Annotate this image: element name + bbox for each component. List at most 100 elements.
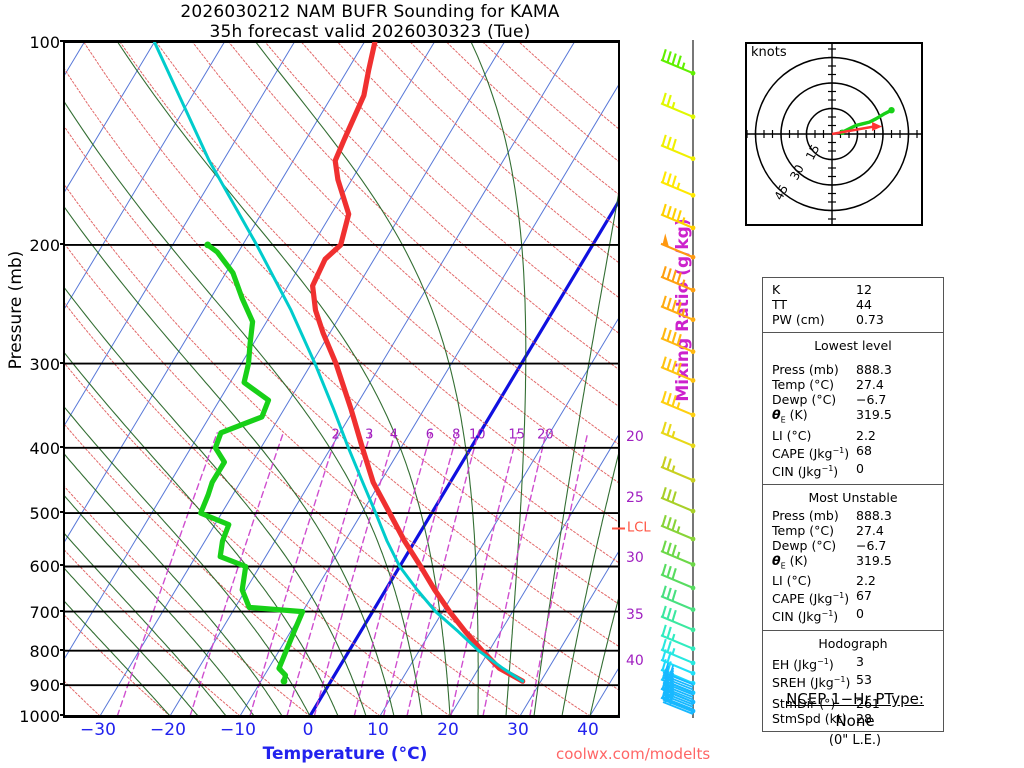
- lcl-label: LCL: [627, 520, 651, 536]
- section-heading: Lowest level: [814, 338, 892, 353]
- stat-row: θE (K) 319.5: [763, 553, 943, 574]
- stat-key: CIN (Jkg−1): [772, 463, 839, 479]
- stat-key: Temp (°C): [772, 522, 835, 538]
- stat-value: 44: [856, 297, 872, 312]
- stat-key: θE (K): [772, 407, 808, 425]
- pressure-tick-label: 400: [29, 438, 60, 458]
- stat-value: 888.3: [856, 362, 892, 377]
- stat-row: CIN (Jkg−1) 0: [763, 461, 943, 479]
- stat-value: 53: [856, 671, 872, 687]
- skewt-svg: [65, 42, 618, 716]
- stat-row: CAPE (Jkg−1) 67: [763, 588, 943, 606]
- wind-barb: [660, 92, 696, 120]
- wind-barb: [660, 390, 696, 418]
- stat-row: PW (cm) 0.73: [763, 312, 943, 327]
- stat-key: LI (°C): [772, 573, 812, 589]
- hodograph-ring: [780, 82, 884, 186]
- stat-row: TT 44: [763, 297, 943, 312]
- wind-barb: [660, 171, 696, 198]
- lcl-marker: LCL: [612, 521, 651, 536]
- stat-row: Temp (°C) 27.4: [763, 523, 943, 538]
- stat-row: Dewp (°C) −6.7: [763, 392, 943, 407]
- stat-key: Dewp (°C): [772, 392, 837, 407]
- temperature-axis: −30 −20 −10 0 10 20 30 40: [63, 720, 620, 746]
- ptype-liquid-equiv: (0" L.E.): [828, 733, 882, 748]
- mixing-ratio-label: 4: [389, 427, 399, 443]
- skewt-plot-area: 2 3 4 6 8 10 15 20: [63, 40, 620, 718]
- mixing-ratio-label: 10: [469, 427, 486, 443]
- pressure-tick-label: 500: [29, 504, 60, 524]
- wind-barb: [660, 295, 696, 323]
- stat-row: CIN (Jkg−1) 0: [763, 606, 943, 624]
- watermark-credit: coolwx.com/modelts: [556, 745, 711, 763]
- pressure-tick-label: 600: [29, 557, 60, 577]
- storm-motion-arrowhead: [872, 122, 883, 132]
- wind-barb: [660, 638, 696, 666]
- mixing-ratio-label: 15: [508, 427, 525, 443]
- wind-barb: [660, 233, 696, 260]
- wind-barb: [660, 456, 696, 483]
- stat-row: EH (Jkg−1) 3: [763, 654, 943, 672]
- stat-value: 3: [856, 653, 864, 669]
- ptype-heading: NCEP 1−Hr PType:: [786, 690, 924, 708]
- hodograph-units-label: knots: [751, 45, 787, 60]
- pressure-tick-label: 1000: [19, 707, 60, 726]
- stat-row: LI (°C) 2.2: [763, 573, 943, 588]
- stat-key: K: [772, 282, 781, 297]
- stat-key: θE (K): [772, 552, 808, 571]
- stat-row: CAPE (Jkg−1) 68: [763, 443, 943, 461]
- stat-key: CIN (Jkg−1): [772, 609, 839, 625]
- stat-key: CAPE (Jkg−1): [772, 591, 850, 607]
- stat-key: TT: [772, 297, 788, 312]
- height-tick-label: 20: [626, 429, 644, 445]
- stats-most-unstable-section: Most Unstable Press (mb) 888.3 Temp (°C) 27…: [763, 485, 943, 631]
- pressure-axis-title: Pressure (mb): [6, 250, 26, 370]
- wind-barb: [660, 421, 696, 449]
- pressure-axis: 100 200 300 400 500 600 700 800 900 1000: [0, 33, 68, 726]
- wind-barb: [660, 327, 696, 355]
- wind-barb: [660, 540, 696, 567]
- stat-row: LI (°C) 2.2: [763, 428, 943, 443]
- stat-row: θE (K) 319.5: [763, 407, 943, 428]
- temperature-tick-label: −30: [80, 720, 116, 740]
- wind-barb: [660, 514, 696, 542]
- hodograph-ring-label: 30: [787, 162, 807, 182]
- stat-row: Press (mb) 888.3: [763, 508, 943, 523]
- wind-barb: [660, 585, 696, 612]
- stat-value: 0: [856, 460, 864, 476]
- temperature-tick-label: 0: [302, 720, 314, 740]
- lcl-tick-icon: [612, 527, 625, 529]
- stat-value: 319.5: [856, 407, 892, 422]
- wind-barb: [660, 265, 696, 293]
- stat-value: 0.73: [856, 312, 884, 327]
- stat-key: LI (°C): [772, 427, 812, 443]
- stat-row: Temp (°C) 27.4: [763, 377, 943, 392]
- stat-key: Press (mb): [772, 507, 839, 523]
- stats-lowest-level-section: Lowest level Press (mb) 888.3 Temp (°C) 27.…: [763, 333, 943, 485]
- stat-row: SREH (Jkg−1) 53: [763, 672, 943, 690]
- stat-row: Dewp (°C) −6.7: [763, 538, 943, 553]
- stat-key: StmDir (°): [772, 695, 836, 711]
- pressure-tick-label: 300: [29, 354, 60, 374]
- most-unstable-rows: Press (mb) 888.3 Temp (°C) 27.4 Dewp (°C) −6.…: [763, 508, 943, 625]
- stats-hodograph-section: Hodograph EH (Jkg−1) 3 SREH (Jkg−1) 53 StmD…: [763, 631, 943, 731]
- ptype-value: None: [835, 712, 875, 730]
- pressure-tick-label: 200: [29, 235, 60, 255]
- hodograph-trace: [840, 108, 894, 134]
- pressure-tick-label: 100: [29, 33, 60, 52]
- wind-barb: [662, 662, 694, 686]
- stat-value: 67: [856, 588, 872, 604]
- stat-row: StmSpd (kt) 28: [763, 711, 943, 726]
- temperature-tick-label: 40: [577, 720, 599, 740]
- temperature-tick-label: 20: [437, 720, 459, 740]
- hodograph-stat-rows: EH (Jkg−1) 3 SREH (Jkg−1) 53: [763, 654, 943, 690]
- mixing-ratio-label: 2: [331, 427, 340, 443]
- temperature-tick-label: −10: [220, 720, 256, 740]
- hodograph-ring-label: 45: [772, 182, 792, 202]
- wind-barb: [660, 356, 696, 383]
- stat-value: 2.2: [856, 427, 876, 443]
- wind-barb: [660, 134, 696, 162]
- temperature-axis-title: Temperature (°C): [262, 744, 428, 764]
- wind-barb: [660, 605, 696, 633]
- height-axis: 20 25 30 35 40: [622, 40, 662, 718]
